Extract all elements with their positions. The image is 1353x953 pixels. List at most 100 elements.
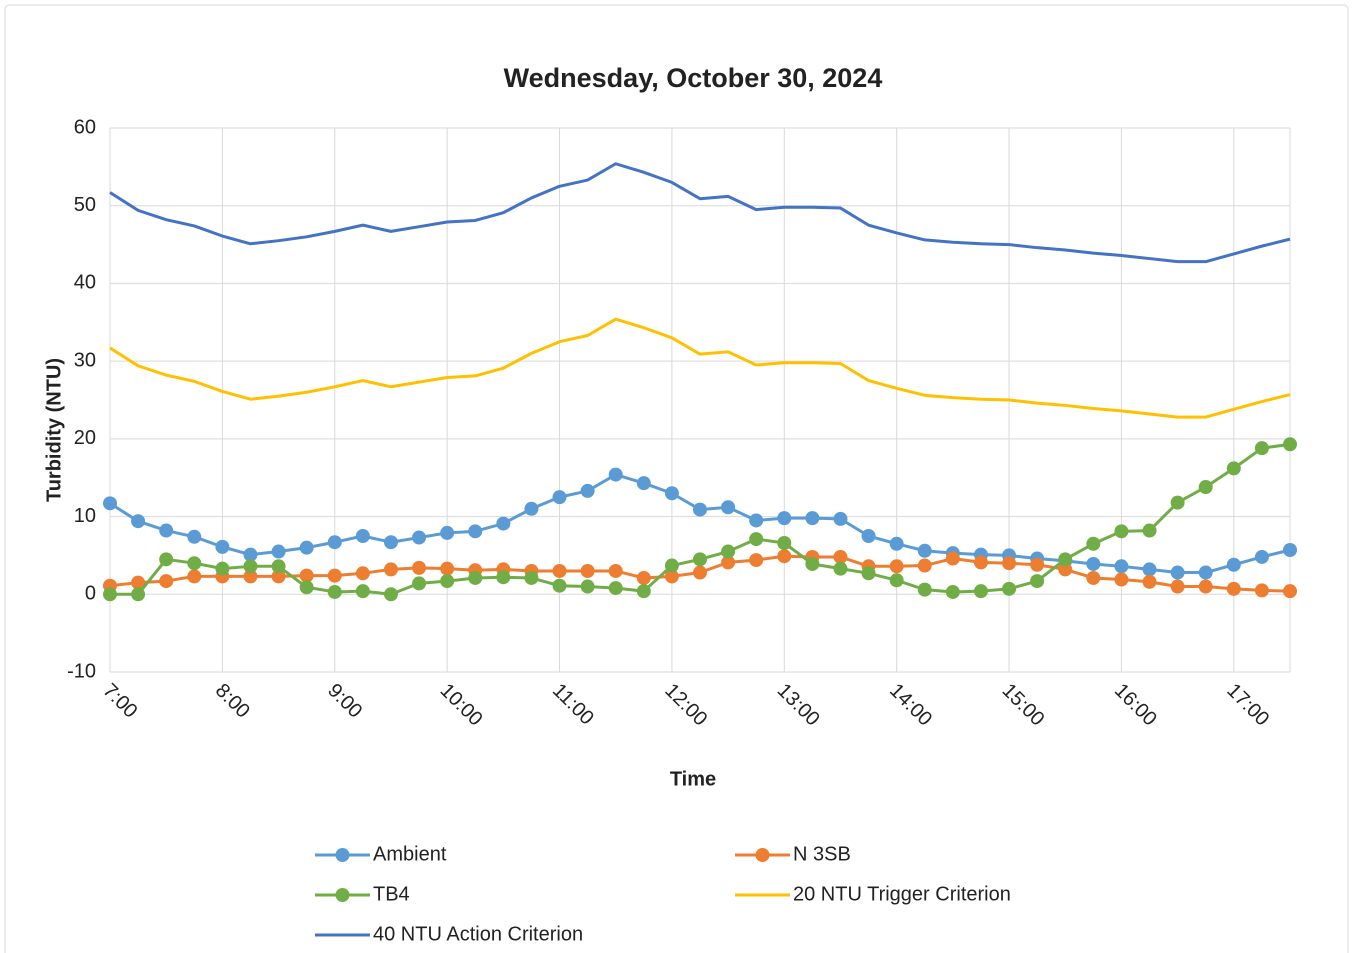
point [1170,579,1185,594]
point [917,558,932,573]
point [159,552,174,567]
point [1058,562,1073,577]
point [777,511,792,526]
point [1226,557,1241,572]
point [1170,565,1185,580]
chart-frame [4,4,1349,953]
point [1030,574,1045,589]
point [1030,557,1045,572]
point [383,587,398,602]
point [1283,437,1297,452]
point [412,560,427,575]
legend-marker [335,888,350,902]
point [1114,572,1129,587]
point [299,568,314,583]
point [777,549,792,564]
point [721,500,736,515]
point [580,579,595,594]
point [693,565,707,580]
point [552,578,567,593]
point [215,539,230,554]
point [1254,583,1269,598]
point [1002,556,1017,571]
point [1142,562,1157,577]
point [412,530,427,545]
point [889,536,904,551]
point [945,551,960,566]
point [1226,581,1241,596]
y-tick-label: -10 [67,660,96,682]
point [833,511,848,526]
point [833,561,848,576]
point [187,556,202,571]
point [1198,480,1213,495]
legend-label: 40 NTU Action Criterion [373,923,583,945]
point [131,587,146,602]
point [833,549,848,564]
point [215,561,230,576]
legend-marker [755,848,770,862]
point [327,568,342,583]
point [355,566,370,581]
y-axis-label: Turbidity (NTU) [43,358,65,502]
y-tick-label: 10 [74,505,96,527]
point [103,587,117,602]
point [440,574,455,589]
point [552,563,567,578]
point [412,576,427,591]
point [889,573,904,588]
point [1086,536,1101,551]
point [945,584,960,599]
point [1283,584,1297,599]
point [1142,574,1157,589]
x-axis-label: Time [670,768,716,790]
point [608,581,623,596]
point [917,582,932,597]
point [327,584,342,599]
point [1086,570,1101,585]
point [636,476,651,491]
point [243,569,258,584]
point [1254,441,1269,456]
point [1283,542,1297,557]
point [608,467,623,482]
point [468,570,483,585]
point [1170,495,1185,510]
point [580,563,595,578]
point [889,559,904,574]
point [159,574,174,589]
legend-label: N 3SB [793,843,851,865]
point [131,575,146,590]
point [299,540,314,555]
point [1142,523,1157,538]
legend-marker [335,848,350,862]
point [777,535,792,550]
point [721,555,736,570]
point [636,570,651,585]
y-tick-label: 50 [74,194,96,216]
point [1254,549,1269,564]
point [1002,581,1017,596]
point [1198,579,1213,594]
point [1086,556,1101,571]
point [355,584,370,599]
point [664,486,679,501]
point [243,559,258,574]
point [749,532,764,547]
point [580,483,595,498]
y-tick-label: 0 [85,583,96,605]
point [187,569,202,584]
point [721,544,736,559]
y-tick-label: 60 [74,116,96,138]
point [327,535,342,550]
point [917,543,932,558]
point [1198,565,1213,580]
point [271,544,286,559]
point [1114,559,1129,574]
y-tick-label: 40 [74,272,96,294]
point [749,513,764,528]
point [524,570,539,585]
point [187,529,202,544]
point [552,490,567,505]
